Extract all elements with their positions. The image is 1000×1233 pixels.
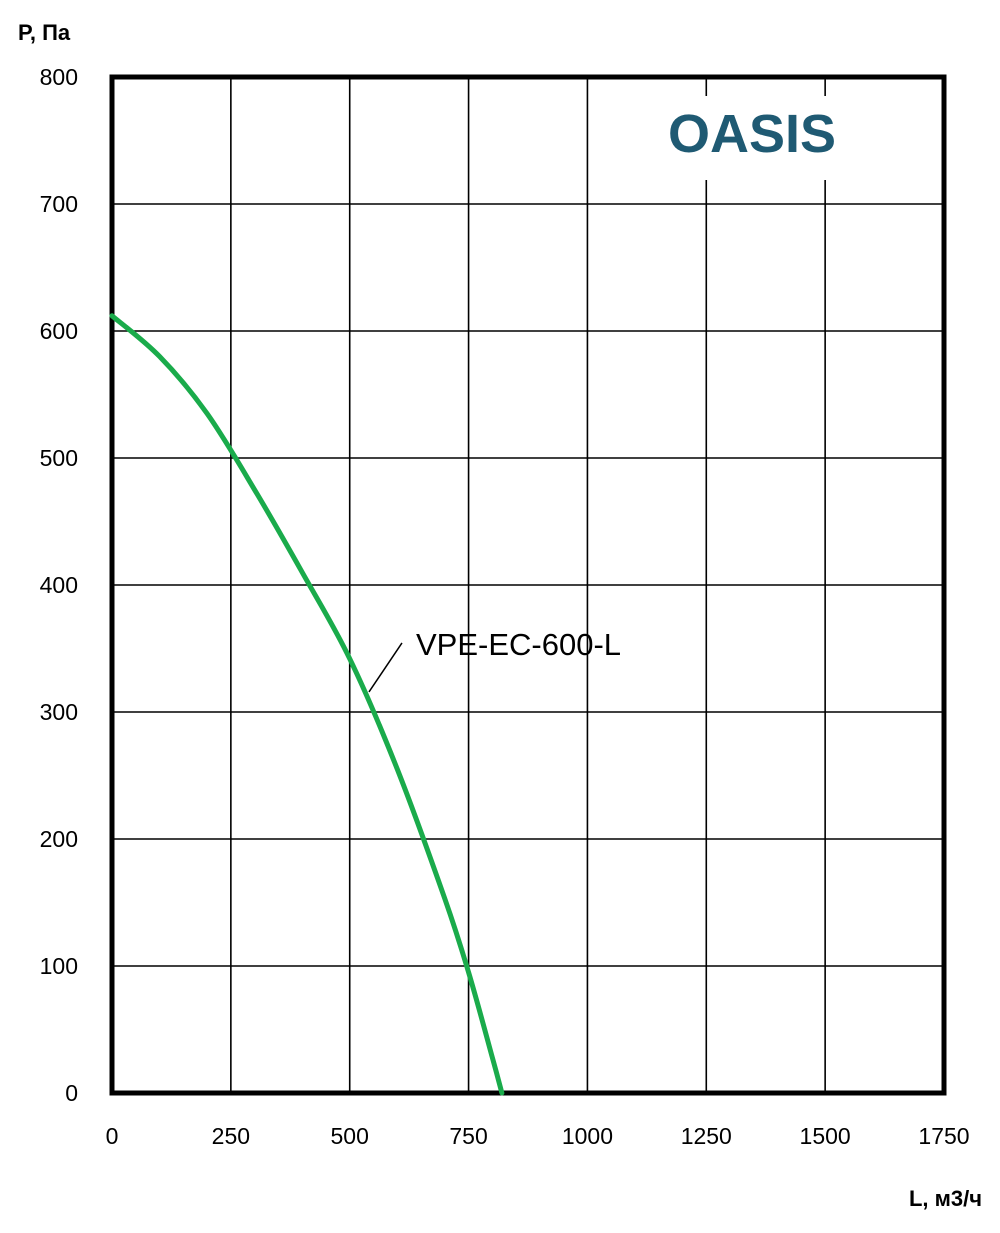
annotation-leader-line bbox=[368, 642, 403, 693]
x-axis-title: L, м3/ч bbox=[909, 1186, 982, 1211]
plot-area-border bbox=[109, 74, 947, 1096]
brand-logo: OASIS bbox=[668, 104, 836, 164]
y-tick-label: 600 bbox=[40, 318, 78, 344]
y-tick-label: 400 bbox=[40, 572, 78, 598]
grid bbox=[111, 76, 945, 1094]
y-axis-title: P, Па bbox=[18, 20, 71, 45]
y-tick-label: 700 bbox=[40, 191, 78, 217]
logo-background bbox=[662, 96, 862, 180]
x-tick-label: 1750 bbox=[918, 1123, 969, 1149]
series-label: VPE-EC-600-L bbox=[416, 627, 621, 662]
y-tick-labels: 0 100 200 300 400 500 600 700 800 bbox=[40, 64, 78, 1106]
y-tick-label: 500 bbox=[40, 445, 78, 471]
y-tick-label: 800 bbox=[40, 64, 78, 90]
x-tick-label: 500 bbox=[331, 1123, 369, 1149]
x-tick-label: 750 bbox=[449, 1123, 487, 1149]
series-line bbox=[109, 313, 505, 1096]
x-tick-label: 250 bbox=[212, 1123, 250, 1149]
y-tick-label: 300 bbox=[40, 699, 78, 725]
x-tick-labels: 0 250 500 750 1000 1250 1500 1750 bbox=[106, 1123, 970, 1149]
x-tick-label: 1000 bbox=[562, 1123, 613, 1149]
y-tick-label: 100 bbox=[40, 953, 78, 979]
x-tick-label: 0 bbox=[106, 1123, 119, 1149]
y-tick-label: 200 bbox=[40, 826, 78, 852]
x-tick-label: 1250 bbox=[681, 1123, 732, 1149]
x-tick-label: 1500 bbox=[800, 1123, 851, 1149]
y-tick-label: 0 bbox=[65, 1080, 78, 1106]
series-layer bbox=[109, 313, 505, 1096]
